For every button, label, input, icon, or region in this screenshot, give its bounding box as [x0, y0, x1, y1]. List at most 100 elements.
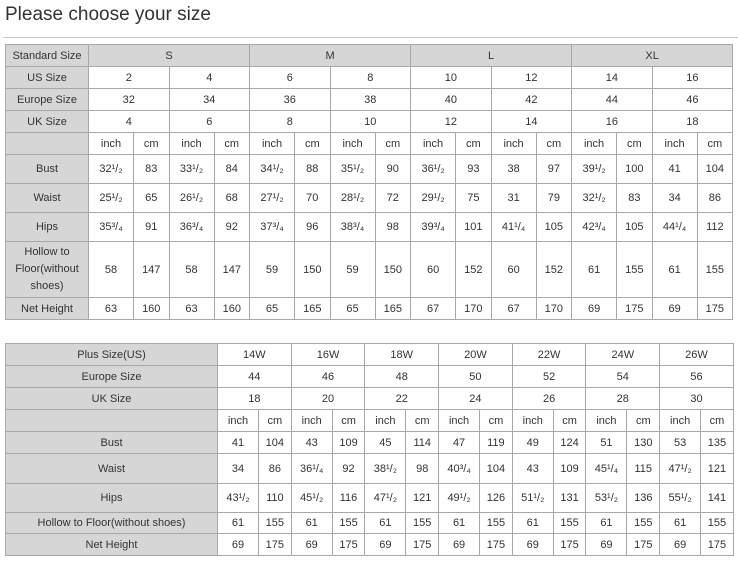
measurement-cell: 28¹/₂	[329, 183, 376, 213]
row-label: Net Height	[5, 533, 218, 556]
measurement-cell: 83	[616, 183, 653, 213]
size-cell: 54	[585, 365, 661, 388]
measurement-cell: 68	[213, 183, 251, 213]
measurement-cell: 44¹/₄	[651, 212, 698, 242]
measurement-cell: 155	[405, 512, 440, 534]
measurement-cell: 35¹/₂	[329, 154, 376, 184]
measurement-cell: 165	[374, 297, 412, 320]
measurement-cell: 61	[651, 241, 698, 298]
size-cell: 10	[410, 66, 492, 89]
measurement-cell: 65	[133, 183, 170, 213]
unit-cell: inch	[410, 132, 457, 155]
size-cell: 44	[571, 88, 653, 111]
row-label: Bust	[5, 154, 89, 184]
measurement-cell: 61	[585, 512, 628, 534]
measurement-cell: 152	[455, 241, 492, 298]
size-cell: 2	[88, 66, 170, 89]
unit-cell: cm	[455, 132, 492, 155]
measurement-cell: 61	[511, 512, 554, 534]
size-cell: 16W	[290, 343, 366, 366]
measurement-cell: 61	[659, 512, 702, 534]
size-cell: 14W	[217, 343, 292, 366]
measurement-cell: 175	[405, 533, 440, 556]
measurement-cell: 147	[133, 241, 170, 298]
measurement-cell: 36³/₄	[168, 212, 215, 242]
table-row: US Size 2 4 6 8 10 12 14 16	[5, 66, 734, 89]
unit-cell: cm	[133, 132, 170, 155]
size-cell: 14	[571, 66, 653, 89]
unit-cell: inch	[249, 132, 296, 155]
measurement-cell: 63	[88, 297, 134, 320]
table-row: Standard Size S M L XL	[5, 44, 734, 67]
size-cell: 18	[217, 387, 292, 410]
measurement-cell: 88	[294, 154, 331, 184]
measurement-cell: 61	[438, 512, 481, 534]
measurement-cell: 45¹/₂	[290, 483, 333, 513]
size-cell: 8	[249, 110, 331, 133]
measurement-cell: 84	[213, 154, 251, 184]
size-cell: 30	[659, 387, 734, 410]
measurement-cell: 43¹/₂	[217, 483, 259, 513]
size-group-header: M	[249, 44, 412, 67]
measurement-cell: 116	[331, 483, 366, 513]
measurement-cell: 86	[696, 183, 734, 213]
measurement-cell: 61	[571, 241, 618, 298]
measurement-cell: 175	[258, 533, 292, 556]
measurement-cell: 115	[626, 453, 661, 484]
measurement-cell: 60	[410, 241, 457, 298]
measurement-cell: 104	[479, 453, 513, 484]
measurement-cell: 35³/₄	[88, 212, 134, 242]
measurement-cell: 155	[552, 512, 587, 534]
measurement-cell: 67	[490, 297, 537, 320]
measurement-cell: 105	[616, 212, 653, 242]
measurement-cell: 45	[364, 431, 407, 454]
measurement-cell: 131	[552, 483, 587, 513]
measurement-cell: 109	[552, 453, 587, 484]
table-row: Hollow to Floor(without shoes) 61 155 61 155…	[5, 512, 734, 534]
measurement-cell: 155	[700, 512, 734, 534]
measurement-cell: 147	[213, 241, 251, 298]
measurement-cell: 175	[331, 533, 366, 556]
unit-cell: inch	[585, 409, 628, 432]
row-label: UK Size	[5, 387, 218, 410]
table-row: Europe Size 44 46 48 50 52 54 56	[5, 365, 734, 388]
unit-cell: cm	[374, 132, 412, 155]
row-label: UK Size	[5, 110, 89, 133]
measurement-cell: 121	[405, 483, 440, 513]
unit-cell: inch	[329, 132, 376, 155]
unit-cell: cm	[535, 132, 573, 155]
row-label: Hollow to Floor(without shoes)	[5, 241, 89, 298]
row-label: Europe Size	[5, 365, 218, 388]
size-cell: 22	[364, 387, 440, 410]
measurement-cell: 59	[329, 241, 376, 298]
title-divider	[3, 37, 738, 38]
measurement-cell: 135	[700, 431, 734, 454]
size-cell: 26	[511, 387, 587, 410]
measurement-cell: 38¹/₂	[364, 453, 407, 484]
measurement-cell: 86	[258, 453, 292, 484]
measurement-cell: 45¹/₄	[585, 453, 628, 484]
measurement-cell: 100	[616, 154, 653, 184]
measurement-cell: 155	[258, 512, 292, 534]
unit-cell: inch	[168, 132, 215, 155]
unit-cell: cm	[616, 132, 653, 155]
plus-size-table: Plus Size(US) 14W 16W 18W 20W 22W 24W 26W Europe…	[5, 343, 734, 556]
measurement-cell: 41¹/₄	[490, 212, 537, 242]
measurement-cell: 119	[479, 431, 513, 454]
measurement-cell: 92	[331, 453, 366, 484]
measurement-cell: 49	[511, 431, 554, 454]
measurement-cell: 175	[616, 297, 653, 320]
table-row: Hips 43¹/₂ 110 45¹/₂ 116 47¹/₂ 121 49¹/₂ 126 51¹/…	[5, 483, 734, 513]
measurement-cell: 170	[535, 297, 573, 320]
size-cell: 6	[249, 66, 331, 89]
measurement-cell: 42³/₄	[571, 212, 618, 242]
table-row: Net Height 69 175 69 175 69 175 69 175 69 175 69 175…	[5, 533, 734, 556]
table-row: Bust 32¹/₂ 83 33¹/₂ 84 34¹/₂ 88 35¹/₂ 90 36¹/₂ 93 3…	[5, 154, 734, 184]
unit-cell: inch	[651, 132, 698, 155]
measurement-cell: 101	[455, 212, 492, 242]
measurement-cell: 155	[479, 512, 513, 534]
unit-row: inch cm inch cm inch cm inch cm inch cm inch cm inch…	[5, 132, 734, 155]
measurement-cell: 126	[479, 483, 513, 513]
measurement-cell: 155	[696, 241, 734, 298]
measurement-cell: 121	[700, 453, 734, 484]
